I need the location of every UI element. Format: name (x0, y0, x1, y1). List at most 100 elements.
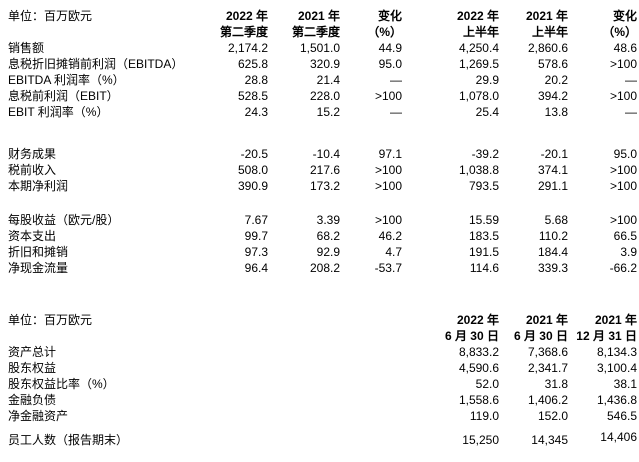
cell-value: -10.4 (312, 147, 340, 161)
cell-value: 15.59 (468, 213, 499, 227)
cell-value: -53.7 (374, 261, 402, 275)
cell-value: 13.8 (544, 105, 568, 119)
cell-value: 14,406 (600, 430, 637, 444)
cell-value: 97.1 (378, 147, 402, 161)
cell-value: >100 (374, 89, 402, 103)
cell-value: -66.2 (609, 261, 637, 275)
cell-value: 5.68 (544, 213, 568, 227)
cell-value: 1,038.8 (458, 163, 499, 177)
table-row: 净现金流量 96.4 208.2 -53.7 114.6 339.3 -66.2 (0, 260, 637, 276)
cell-value: 4,250.4 (458, 41, 499, 55)
income-statement-table: 单位：百万欧元 2022 年第二季度 2021 年第二季度 变化 （%） 2022… (0, 8, 637, 276)
cell-value: 66.5 (613, 229, 637, 243)
header-row: 单位：百万欧元 2022 年第二季度 2021 年第二季度 变化 （%） 2022… (0, 8, 637, 40)
cell-value: -20.1 (540, 147, 568, 161)
cell-value: 46.2 (378, 229, 402, 243)
cell-value: 68.2 (316, 229, 340, 243)
cell-value: 7,368.6 (527, 345, 568, 359)
row-label: 员工人数（报告期末） (8, 433, 129, 447)
cell-value: — (625, 73, 637, 87)
table-row: 息税折旧摊销前利润（EBITDA） 625.8 320.9 95.0 1,269.5 57… (0, 56, 637, 72)
cell-value: 4.7 (385, 245, 402, 259)
cell-value: >100 (609, 213, 637, 227)
cell-value: >100 (374, 213, 402, 227)
cell-value: 152.0 (537, 409, 568, 423)
row-label: 资产总计 (8, 345, 57, 359)
cell-value: 97.3 (244, 245, 268, 259)
cell-value: — (390, 105, 402, 119)
table-row: 员工人数（报告期末） 15,250 14,345 14,406 (0, 430, 637, 448)
table-row: EBIT 利润率（%） 24.3 15.2 — 25.4 13.8 — (0, 104, 637, 120)
cell-value: 394.2 (537, 89, 568, 103)
cell-value: >100 (374, 179, 402, 193)
cell-value: 208.2 (309, 261, 340, 275)
cell-value: -39.2 (471, 147, 499, 161)
cell-value: 15.2 (316, 105, 340, 119)
cell-value: 191.5 (468, 245, 499, 259)
cell-value: 320.9 (309, 57, 340, 71)
row-label: 本期净利润 (8, 179, 69, 193)
row-label: 净金融资产 (8, 409, 69, 423)
table-row: 每股收益（欧元/股） 7.67 3.39 >100 15.59 5.68 >100 (0, 212, 637, 228)
row-label: 股东权益 (8, 361, 57, 375)
table-row: 资产总计 8,833.2 7,368.6 8,134.3 (0, 344, 637, 360)
table-row: 股东权益比率（%） 52.0 31.8 38.1 (0, 376, 637, 392)
column-header-q2-2021: 2021 年第二季度 (291, 9, 340, 39)
cell-value: 28.8 (244, 73, 268, 87)
cell-value: 508.0 (237, 163, 268, 177)
cell-value: 20.2 (544, 73, 568, 87)
row-label: 净现金流量 (8, 261, 69, 275)
cell-value: 578.6 (537, 57, 568, 71)
financial-report-page: 单位：百万欧元 2022 年第二季度 2021 年第二季度 变化 （%） 2022… (0, 8, 639, 448)
cell-value: 183.5 (468, 229, 499, 243)
cell-value: 793.5 (468, 179, 499, 193)
cell-value: 114.6 (469, 261, 499, 275)
cell-value: 52.0 (475, 377, 499, 391)
cell-value: >100 (609, 89, 637, 103)
cell-value: 1,558.6 (458, 393, 499, 407)
row-label: 财务成果 (8, 147, 57, 161)
cell-value: 95.0 (613, 147, 637, 161)
cell-value: 8,833.2 (458, 345, 499, 359)
cell-value: 291.1 (537, 179, 568, 193)
unit-label: 单位：百万欧元 (8, 313, 93, 327)
table-row: 资本支出 99.7 68.2 46.2 183.5 110.2 66.5 (0, 228, 637, 244)
cell-value: 38.1 (613, 377, 637, 391)
cell-value: >100 (609, 57, 637, 71)
cell-value: 8,134.3 (596, 345, 637, 359)
cell-value: 31.8 (544, 377, 568, 391)
cell-value: 4,590.6 (458, 361, 499, 375)
cell-value: 1,406.2 (527, 393, 568, 407)
row-label: EBIT 利润率（%） (8, 105, 109, 119)
row-label: 资本支出 (8, 229, 57, 243)
cell-value: 99.7 (244, 229, 268, 243)
row-spacer (0, 424, 637, 432)
table-row: EBITDA 利润率（%） 28.8 21.4 — 29.9 20.2 — (0, 72, 637, 88)
column-header-h1-2022: 2022 年上半年 (456, 9, 499, 39)
cell-value: 15,250 (462, 433, 499, 447)
cell-value: 95.0 (378, 57, 402, 71)
cell-value: 374.1 (537, 163, 568, 177)
cell-value: 390.9 (237, 179, 268, 193)
row-label: 销售额 (8, 41, 45, 55)
cell-value: 1,501.0 (299, 41, 340, 55)
cell-value: 2,174.2 (227, 41, 268, 55)
table-row: 息税前利润（EBIT） 528.5 228.0 >100 1,078.0 394.2 >10… (0, 88, 637, 104)
table-row: 股东权益 4,590.6 2,341.7 3,100.4 (0, 360, 637, 376)
cell-value: 1,269.5 (458, 57, 499, 71)
cell-value: — (390, 73, 402, 87)
cell-value: 3.39 (316, 213, 340, 227)
cell-value: 2,341.7 (527, 361, 568, 375)
cell-value: 96.4 (244, 261, 268, 275)
cell-value: 217.6 (309, 163, 340, 177)
column-header-q2-2022: 2022 年第二季度 (219, 9, 268, 39)
cell-value: >100 (609, 163, 637, 177)
cell-value: >100 (374, 163, 402, 177)
cell-value: 1,436.8 (596, 393, 637, 407)
row-label: 息税折旧摊销前利润（EBITDA） (8, 57, 184, 71)
cell-value: 92.9 (316, 245, 340, 259)
cell-value: 21.4 (316, 73, 340, 87)
row-label: EBITDA 利润率（%） (8, 73, 125, 87)
column-header-change-q: 变化 （%） (367, 9, 402, 39)
